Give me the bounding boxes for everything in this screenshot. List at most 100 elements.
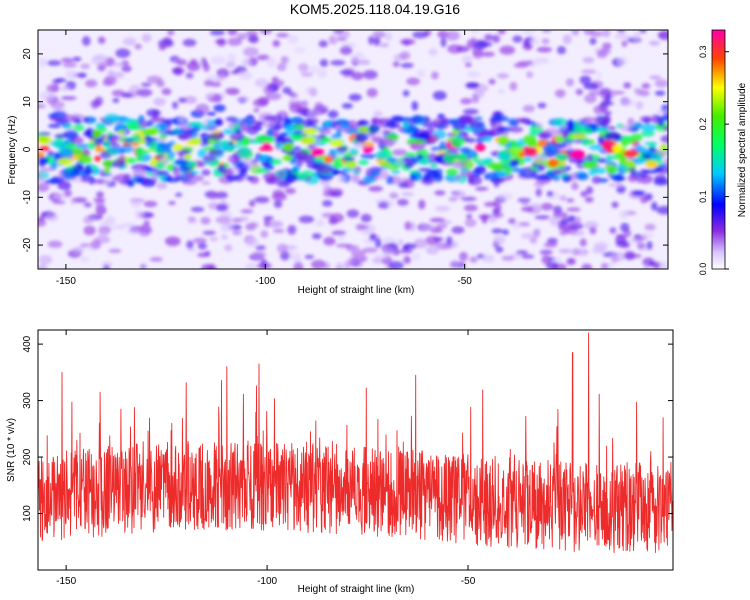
heatmap-cell	[46, 150, 55, 158]
heatmap-cell	[409, 173, 417, 182]
heatmap-cell	[535, 188, 542, 197]
heatmap-cell	[654, 90, 666, 96]
heatmap-cell	[656, 109, 668, 115]
heatmap-cell	[509, 121, 519, 127]
heatmap-cell	[370, 117, 378, 125]
heatmap-cell	[558, 248, 572, 254]
heatmap-cell	[112, 98, 120, 103]
heatmap-cell	[330, 60, 346, 66]
heatmap-cell	[201, 180, 211, 186]
heatmap-cell	[597, 135, 605, 144]
heatmap-cell	[273, 200, 283, 209]
heatmap-cell	[332, 162, 344, 169]
heatmap-cell	[372, 30, 386, 39]
heatmap-cell	[581, 263, 593, 269]
heatmap-cell	[631, 190, 646, 196]
heatmap-cell	[624, 160, 636, 168]
heatmap-cell	[111, 89, 126, 97]
heatmap-cell	[141, 33, 152, 43]
heatmap-cell	[509, 126, 524, 133]
heatmap-cell	[366, 88, 378, 98]
heatmap-cell	[475, 186, 489, 191]
heatmap-cell	[381, 246, 396, 256]
heatmap-cell	[279, 132, 288, 137]
heatmap-cell	[588, 144, 603, 151]
heatmap-cell	[619, 99, 636, 107]
heatmap-cell	[603, 110, 612, 115]
heatmap-cell	[267, 127, 274, 137]
heatmap-cell	[238, 169, 247, 177]
heatmap-cell	[287, 252, 302, 260]
heatmap-cell	[209, 30, 225, 36]
heatmap-cell	[402, 90, 410, 97]
heatmap-cell	[50, 100, 65, 110]
heatmap-cell	[611, 201, 619, 209]
heatmap-cell	[57, 182, 70, 188]
heatmap-cell	[64, 189, 72, 198]
heatmap-cell	[72, 56, 82, 62]
heatmap-cell	[329, 148, 336, 158]
heatmap-cell	[256, 54, 270, 61]
heatmap-cell	[387, 200, 395, 207]
heatmap-cell	[104, 176, 111, 185]
heatmap-cell	[638, 89, 650, 97]
heatmap-cell	[267, 220, 284, 228]
heatmap-cell	[167, 150, 176, 159]
heatmap-cell	[323, 155, 334, 164]
heatmap-cell	[345, 244, 355, 252]
heatmap-cell	[213, 104, 226, 112]
heatmap-cell	[245, 30, 258, 37]
heatmap-cell	[643, 168, 659, 174]
heatmap-cell	[302, 127, 318, 136]
heatmap-cell	[80, 63, 91, 70]
heatmap-cell	[512, 167, 521, 173]
heatmap-cell	[375, 151, 387, 161]
heatmap-cell	[357, 119, 370, 127]
heatmap-cell	[38, 177, 45, 183]
heatmap-cell	[559, 195, 567, 202]
heatmap-cell	[623, 82, 632, 89]
heatmap-cell	[172, 101, 179, 110]
heatmap-cell	[509, 140, 518, 147]
heatmap-cell	[151, 170, 159, 180]
heatmap-cell	[463, 108, 479, 115]
heatmap-cell	[207, 191, 219, 200]
heatmap-cell	[153, 97, 166, 107]
heatmap-cell	[195, 103, 210, 114]
heatmap-cell	[38, 57, 47, 68]
heatmap-cell	[534, 215, 551, 220]
heatmap-cell	[459, 114, 473, 125]
heatmap-cell	[158, 44, 166, 51]
heatmap-cell	[566, 122, 575, 133]
heatmap-cell	[606, 154, 614, 163]
heatmap-cell	[287, 34, 299, 44]
heatmap-cell	[576, 173, 589, 181]
heatmap-cell	[311, 259, 326, 269]
heatmap-cell	[528, 131, 539, 137]
heatmap-cell	[254, 78, 269, 88]
heatmap-cell	[298, 215, 315, 224]
heatmap-cell	[112, 160, 126, 168]
snr-y-axis-label: SNR (10 * v/v)	[6, 418, 17, 482]
snr-x-axis-label: Height of straight line (km)	[298, 584, 415, 595]
heatmap-cell	[276, 62, 287, 72]
heatmap-cell	[536, 122, 543, 129]
heatmap-cell	[237, 147, 251, 157]
heatmap-cell	[649, 151, 664, 162]
heatmap-cell	[493, 212, 504, 218]
heatmap-cell	[263, 85, 273, 95]
heatmap-cell	[480, 136, 493, 142]
heatmap-cell	[492, 34, 501, 44]
heatmap-cell	[624, 135, 632, 142]
heatmap-cell	[403, 256, 411, 264]
heatmap-cell	[121, 65, 132, 73]
heatmap-cell	[425, 245, 440, 255]
heatmap-cell	[629, 167, 636, 175]
heatmap-cell	[186, 240, 194, 250]
heatmap-cell	[58, 141, 66, 148]
heatmap-cell	[610, 176, 627, 181]
heatmap-cell	[355, 132, 368, 143]
heatmap-cell	[549, 216, 560, 227]
heatmap-cell	[533, 181, 545, 188]
heatmap-cell	[247, 128, 259, 135]
